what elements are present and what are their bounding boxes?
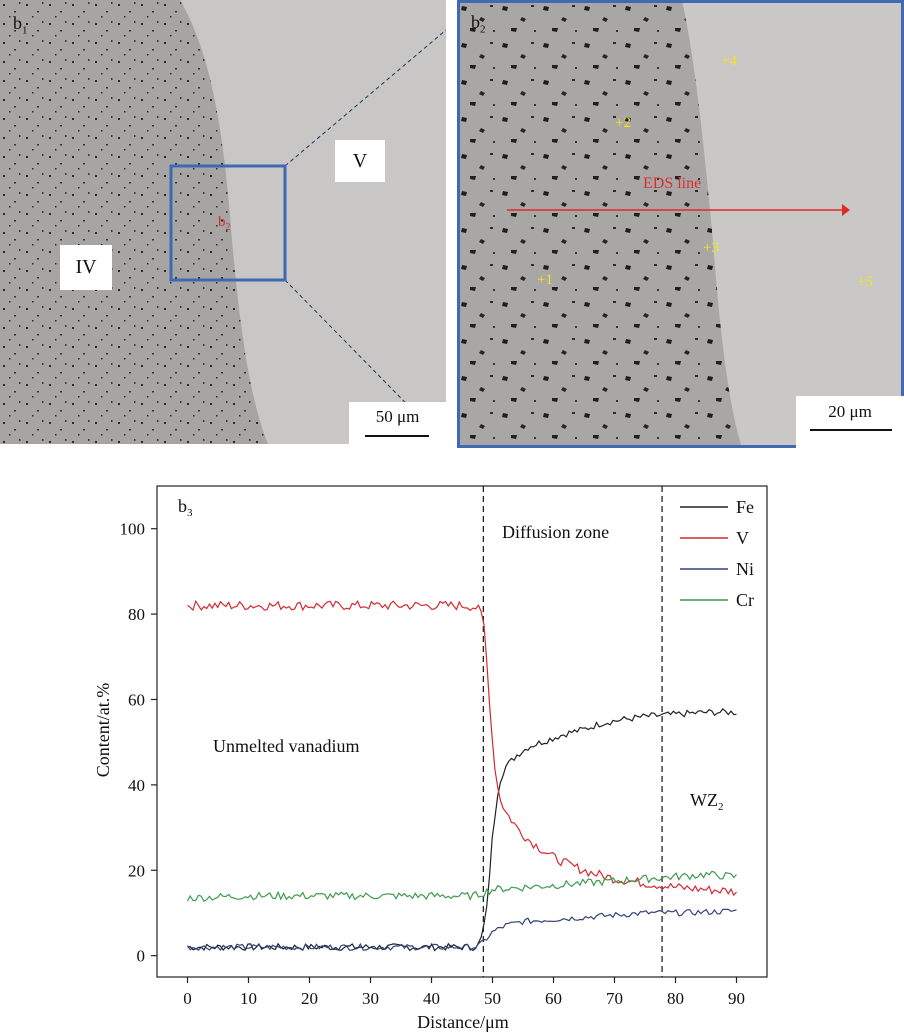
micrograph-b1-image [0, 0, 446, 444]
x-tick-label-5: 50 [484, 989, 501, 1008]
scale-bar-b2-line [810, 429, 892, 431]
plot-frame [156, 485, 768, 978]
scale-bar-b1-line [365, 435, 429, 437]
point-2-label: +2 [615, 115, 631, 131]
y-tick-label-4: 80 [128, 605, 145, 624]
series-line-ni [186, 908, 737, 952]
zone-v-label: V [335, 140, 385, 182]
micrograph-b1: b1 IV V b2 50 μm [0, 0, 446, 444]
x-tick-label-8: 80 [667, 989, 684, 1008]
scale-bar-b1: 50 μm [349, 402, 446, 444]
legend-label-fe: Fe [736, 497, 754, 517]
scale-bar-b2: 20 μm [796, 396, 904, 448]
micrograph-b2-image [457, 0, 904, 448]
series-line-v [187, 599, 737, 897]
y-axis-label: Content/at.% [93, 683, 113, 777]
series-line-fe [187, 708, 737, 952]
y-tick-label-5: 100 [120, 520, 146, 539]
point-4-label: +4 [721, 53, 737, 69]
x-tick-label-0: 0 [183, 989, 192, 1008]
micrograph-b2: b2 EDS line +1 +2 +3 +4 +5 20 μm [457, 0, 904, 448]
legend-label-ni: Ni [736, 559, 754, 579]
x-tick-label-9: 90 [728, 989, 745, 1008]
legend-label-cr: Cr [736, 590, 754, 610]
y-tick-label-0: 0 [137, 947, 146, 966]
panel-label-b1: b1 [13, 13, 28, 37]
y-tick-label-2: 40 [128, 776, 145, 795]
legend: Fe V Ni Cr [680, 497, 754, 610]
annotation-wz: WZ2 [690, 790, 723, 813]
scale-bar-b1-text: 50 μm [375, 407, 420, 426]
annotation-unmelted: Unmelted vanadium [213, 736, 359, 756]
chart-panel-label: b3 [178, 496, 193, 519]
point-5-label: +5 [857, 274, 873, 290]
y-tick-label-1: 20 [128, 861, 145, 880]
series-line-cr [186, 870, 737, 903]
zone-iv-label: IV [60, 245, 112, 290]
annotation-diffusion: Diffusion zone [502, 522, 609, 542]
x-tick-label-4: 40 [423, 989, 440, 1008]
point-3-label: +3 [703, 240, 719, 256]
x-tick-label-1: 10 [240, 989, 257, 1008]
line-chart-b3: 0 10 20 30 40 50 60 70 80 90 0 20 40 60 80 100 b3 Unmel… [93, 485, 768, 1032]
inset-label-b2: b2 [218, 214, 231, 233]
x-tick-label-6: 60 [545, 989, 562, 1008]
panel-label-b2: b2 [471, 12, 486, 36]
y-tick-label-3: 60 [128, 690, 145, 709]
x-tick-label-3: 30 [362, 989, 379, 1008]
x-tick-label-7: 70 [606, 989, 623, 1008]
x-axis-label: Distance/μm [417, 1012, 509, 1032]
legend-label-v: V [736, 528, 749, 548]
eds-line-label: EDS line [643, 175, 702, 192]
point-1-label: +1 [537, 272, 553, 288]
scale-bar-b2-text: 20 μm [828, 402, 872, 421]
x-tick-label-2: 20 [301, 989, 318, 1008]
